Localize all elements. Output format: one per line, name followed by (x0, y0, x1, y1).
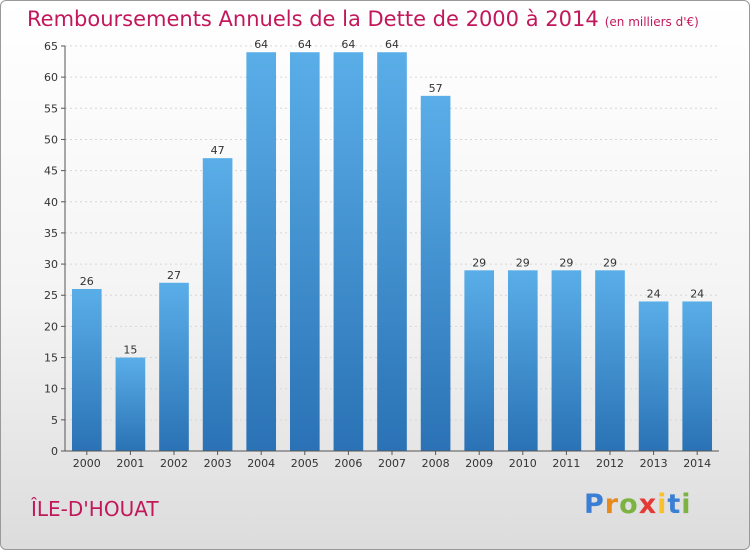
x-tick-label: 2010 (509, 457, 537, 470)
x-tick-label: 2011 (552, 457, 580, 470)
y-tick-label: 50 (44, 133, 58, 146)
x-axis: 2000 2001 2002 2003 2004 2005 2006 2007 2008 2009… (65, 450, 719, 470)
value-label: 29 (516, 256, 530, 269)
bar-2004 (246, 52, 277, 451)
value-label: 64 (385, 38, 399, 51)
y-tick-label: 45 (44, 165, 58, 178)
logo-letter: i (657, 489, 668, 520)
x-tick-label: 2001 (116, 457, 144, 470)
x-tick-label: 2003 (204, 457, 232, 470)
value-label: 57 (429, 82, 443, 95)
logo-letter: i (681, 489, 692, 520)
y-tick-label: 5 (51, 414, 58, 427)
x-tick-label: 2006 (334, 457, 362, 470)
y-tick-label: 35 (44, 227, 58, 240)
chart-title: Remboursements Annuels de la Dette de 20… (27, 7, 699, 31)
y-tick-label: 60 (44, 71, 58, 84)
value-label: 15 (123, 344, 137, 357)
bars: 26 15 27 47 64 64 64 64 57 29 29 29 29 24 24 (71, 38, 713, 451)
chart-subtitle: (en milliers d'€) (604, 15, 699, 29)
bar-2008 (420, 95, 451, 451)
x-tick-label: 2012 (596, 457, 624, 470)
x-tick-label: 2008 (422, 457, 450, 470)
x-tick-label: 2005 (291, 457, 319, 470)
x-tick-label: 2009 (465, 457, 493, 470)
value-label: 24 (647, 287, 661, 300)
bar-2003 (202, 158, 233, 451)
value-label: 64 (341, 38, 355, 51)
value-label: 64 (254, 38, 268, 51)
x-tick-label: 2013 (640, 457, 668, 470)
value-label: 26 (80, 275, 94, 288)
logo-letter: t (667, 489, 682, 520)
bar-2010 (507, 270, 538, 451)
y-tick-label: 0 (51, 445, 58, 458)
bar-2009 (464, 270, 495, 451)
proxiti-logo: Proxiti (584, 489, 692, 520)
logo-letter: x (638, 489, 658, 520)
commune-name: ÎLE-D'HOUAT (31, 497, 159, 521)
y-tick-label: 15 (44, 352, 58, 365)
value-label: 27 (167, 269, 181, 282)
y-axis: 0 5 10 15 20 25 30 35 40 45 50 55 60 65 (44, 40, 66, 458)
value-label: 29 (559, 256, 573, 269)
x-tick-label: 2002 (160, 457, 188, 470)
logo-letter: o (619, 489, 639, 520)
bar-2012 (595, 270, 625, 451)
value-label: 64 (298, 38, 312, 51)
logo-letter: P (584, 489, 605, 520)
x-tick-label: 2000 (73, 457, 101, 470)
bar-2011 (551, 270, 582, 451)
logo-letter: r (604, 489, 620, 520)
y-tick-label: 30 (44, 258, 58, 271)
bar-2000 (71, 289, 102, 451)
bar-2006 (333, 52, 364, 451)
y-tick-label: 25 (44, 289, 58, 302)
chart-title-text: Remboursements Annuels de la Dette de 20… (27, 7, 599, 31)
y-tick-label: 20 (44, 320, 58, 333)
x-tick-label: 2007 (378, 457, 406, 470)
bar-2001 (115, 357, 146, 451)
bar-2005 (289, 52, 320, 451)
y-tick-label: 40 (44, 196, 58, 209)
value-label: 47 (211, 144, 225, 157)
value-label: 29 (472, 256, 486, 269)
bar-2002 (159, 282, 189, 451)
value-label: 29 (603, 256, 617, 269)
bar-2014 (682, 301, 713, 451)
x-tick-label: 2014 (683, 457, 711, 470)
y-tick-label: 10 (44, 383, 58, 396)
y-tick-label: 55 (44, 102, 58, 115)
x-tick-label: 2004 (247, 457, 275, 470)
bar-2007 (377, 52, 407, 451)
value-label: 24 (690, 287, 704, 300)
y-tick-label: 65 (44, 40, 58, 53)
bar-2013 (638, 301, 669, 451)
